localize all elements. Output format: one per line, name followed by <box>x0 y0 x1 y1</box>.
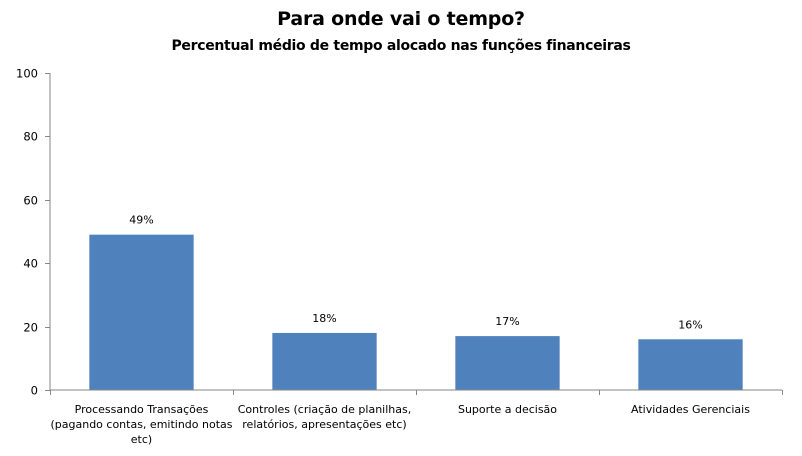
data-labels-group: 49% 18% 17% 16% <box>129 214 702 332</box>
category-label: Suporte a decisão <box>458 403 557 416</box>
data-label: 16% <box>678 318 702 331</box>
category-label-line: etc) <box>131 433 152 446</box>
bar <box>272 332 377 390</box>
chart-subtitle: Percentual médio de tempo alocado nas fu… <box>171 38 631 54</box>
y-tick-label: 100 <box>16 67 38 81</box>
category-label: Controles (criação de planilhas, relatóri… <box>238 403 411 431</box>
category-label: Atividades Gerenciais <box>631 403 750 416</box>
y-tick-label: 20 <box>23 321 38 335</box>
bars-group <box>89 234 743 390</box>
data-label: 17% <box>495 315 519 328</box>
data-label: 49% <box>129 214 153 227</box>
category-label-line: relatórios, apresentações etc) <box>242 418 406 431</box>
category-labels-group: Processando Transações (pagando contas, e… <box>50 403 750 446</box>
y-tick-label: 80 <box>23 130 38 144</box>
chart-title: Para onde vai o tempo? <box>277 8 525 30</box>
bar <box>89 234 194 390</box>
category-label-line: Atividades Gerenciais <box>631 403 750 416</box>
axes-group <box>49 73 782 391</box>
y-tick-label: 60 <box>23 194 38 208</box>
y-tick-label: 40 <box>23 257 38 271</box>
data-label: 18% <box>312 312 336 325</box>
category-label: Processando Transações (pagando contas, e… <box>50 403 232 446</box>
category-label-line: Processando Transações <box>75 403 209 416</box>
bar <box>455 336 560 390</box>
category-label-line: Controles (criação de planilhas, <box>238 403 411 416</box>
y-axis-ticks: 0 20 40 60 80 100 <box>16 67 783 398</box>
bar <box>638 339 743 390</box>
y-tick-label: 0 <box>31 384 38 398</box>
category-label-line: (pagando contas, emitindo notas <box>50 418 232 431</box>
category-label-line: Suporte a decisão <box>458 403 557 416</box>
